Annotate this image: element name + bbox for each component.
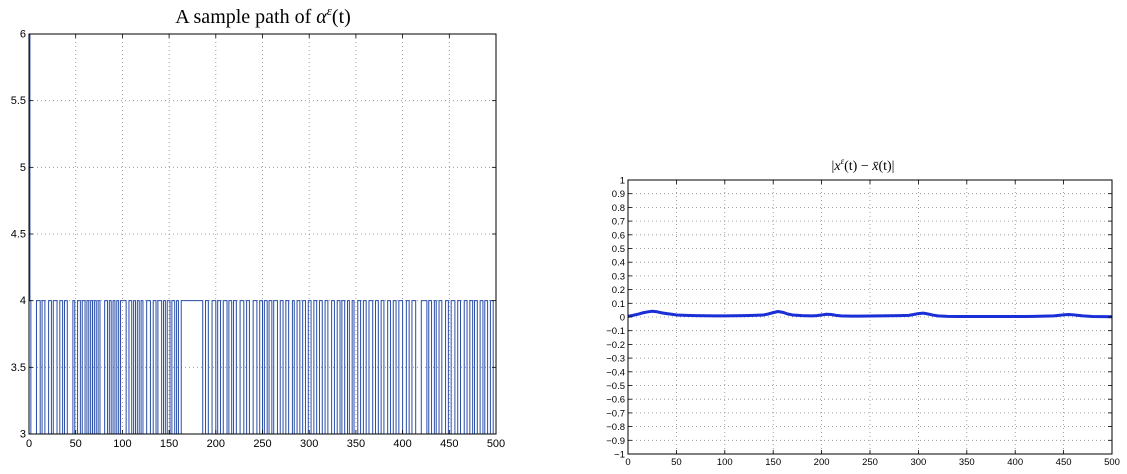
y-tick-label: 0 bbox=[620, 313, 625, 324]
y-tick-label: −1 bbox=[614, 450, 625, 461]
x-tick-label: 100 bbox=[113, 438, 131, 450]
y-tick-label: −0.8 bbox=[606, 422, 625, 433]
x-tick-label: 0 bbox=[625, 457, 630, 468]
y-tick-label: 0.1 bbox=[612, 299, 625, 310]
x-tick-label: 200 bbox=[814, 457, 830, 468]
y-tick-label: −0.5 bbox=[606, 381, 625, 392]
y-tick-label: 5.5 bbox=[11, 95, 26, 107]
x-tick-label: 200 bbox=[207, 438, 225, 450]
x-tick-label: 400 bbox=[393, 438, 411, 450]
chart1-title: A sample path of αε(t) bbox=[175, 3, 351, 28]
x-tick-label: 300 bbox=[910, 457, 926, 468]
y-tick-label: 0.7 bbox=[612, 217, 625, 228]
y-tick-label: −0.7 bbox=[606, 408, 625, 419]
x-tick-label: 450 bbox=[1056, 457, 1072, 468]
x-tick-label: 100 bbox=[717, 457, 733, 468]
alpha-path-line bbox=[29, 33, 496, 435]
chart2-series bbox=[627, 309, 1113, 319]
y-tick-label: 0.8 bbox=[612, 203, 625, 214]
y-tick-label: 4.5 bbox=[11, 229, 26, 241]
x-tick-label: 350 bbox=[959, 457, 975, 468]
y-tick-label: −0.3 bbox=[606, 354, 625, 365]
x-tick-label: 150 bbox=[160, 438, 178, 450]
y-tick-label: −0.9 bbox=[606, 436, 625, 447]
y-tick-label: −0.2 bbox=[606, 340, 625, 351]
y-tick-label: 3 bbox=[20, 429, 26, 441]
y-tick-label: −0.4 bbox=[606, 367, 625, 378]
x-tick-label: 400 bbox=[1007, 457, 1023, 468]
x-tick-label: 300 bbox=[300, 438, 318, 450]
x-tick-label: 50 bbox=[70, 438, 82, 450]
x-tick-label: 250 bbox=[253, 438, 271, 450]
y-tick-label: 0.2 bbox=[612, 285, 625, 296]
y-tick-label: 5 bbox=[20, 162, 26, 174]
x-tick-label: 0 bbox=[26, 438, 32, 450]
y-tick-label: 0.3 bbox=[612, 271, 625, 282]
x-tick-label: 150 bbox=[765, 457, 781, 468]
chart1-series bbox=[29, 33, 496, 435]
abs-difference-chart: |xε(t) − x̄(t)| 0 50 100 150 200 250 300 350 400… bbox=[606, 156, 1120, 468]
y-tick-label: 0.5 bbox=[612, 244, 625, 255]
y-tick-label: 6 bbox=[20, 29, 26, 41]
x-tick-label: 500 bbox=[487, 438, 505, 450]
y-tick-label: −0.1 bbox=[606, 326, 625, 337]
x-tick-label: 450 bbox=[440, 438, 458, 450]
chart1-grid bbox=[29, 34, 496, 434]
chart2-title: |xε(t) − x̄(t)| bbox=[832, 156, 895, 174]
y-tick-label: 0.6 bbox=[612, 230, 625, 241]
alpha-sample-path-chart: A sample path of αε(t) 0 50 100 150 200 250 30… bbox=[11, 3, 505, 450]
chart2-ticks: 0 50 100 150 200 250 300 350 400 450 500 1 0.9 0.8 0.7… bbox=[606, 176, 1120, 469]
y-tick-label: 3.5 bbox=[11, 362, 26, 374]
chart1-ticks: 0 50 100 150 200 250 300 350 400 450 500 3 3.5 4 4.5 5 5… bbox=[11, 29, 505, 451]
x-tick-label: 50 bbox=[671, 457, 682, 468]
y-tick-label: 0.9 bbox=[612, 189, 625, 200]
x-tick-label: 250 bbox=[862, 457, 878, 468]
y-tick-label: 0.4 bbox=[612, 258, 625, 269]
y-tick-label: −0.6 bbox=[606, 395, 625, 406]
y-tick-label: 4 bbox=[20, 295, 26, 307]
x-tick-label: 350 bbox=[347, 438, 365, 450]
x-tick-label: 500 bbox=[1104, 457, 1120, 468]
y-tick-label: 1 bbox=[620, 176, 625, 187]
difference-line bbox=[627, 309, 1113, 319]
